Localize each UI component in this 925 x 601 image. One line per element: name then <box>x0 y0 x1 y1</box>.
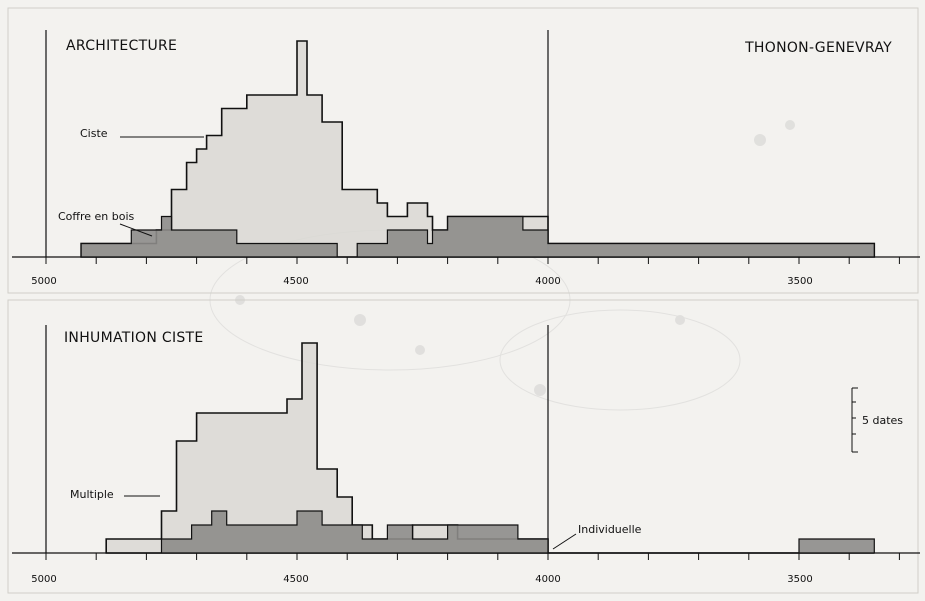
tick-label-4000: 4000 <box>535 574 560 585</box>
tick-label-4000: 4000 <box>535 276 560 287</box>
scale-bar-label: 5 dates <box>862 414 903 427</box>
chart-architecture: ARCHITECTURE Ciste Coffre en bois 5000 4… <box>12 30 920 287</box>
tick-label-5000: 5000 <box>31 276 56 287</box>
panel-bottom-border <box>7 299 919 594</box>
chart-title: INHUMATION CISTE <box>64 330 204 346</box>
leader-coffre-en-bois <box>119 223 153 237</box>
background-ghost <box>209 120 795 411</box>
tick-label-3500: 3500 <box>787 276 812 287</box>
chart-inhumation-ciste: INHUMATION CISTE Multiple Individuelle 5… <box>12 325 920 585</box>
tick-label-4500: 4500 <box>283 574 308 585</box>
leader-individuelle <box>552 533 577 550</box>
series-label-coffre-en-bois: Coffre en bois <box>58 210 135 223</box>
x-ticks <box>45 257 900 264</box>
series-label-ciste: Ciste <box>80 127 108 140</box>
series-coffre-en-bois <box>80 215 875 258</box>
scale-bar: 5 dates <box>851 387 903 453</box>
series-label-individuelle: Individuelle <box>578 523 642 536</box>
chart-title: ARCHITECTURE <box>66 38 177 54</box>
series-individuelle <box>106 510 875 554</box>
series-label-multiple: Multiple <box>70 488 114 501</box>
site-label: THONON-GENEVRAY <box>744 40 892 56</box>
tick-label-5000: 5000 <box>31 574 56 585</box>
series-layers <box>105 342 875 554</box>
panel-top-border <box>7 7 919 294</box>
tick-label-3500: 3500 <box>787 574 812 585</box>
series-layers <box>80 40 876 258</box>
x-ticks <box>45 553 900 560</box>
tick-label-4500: 4500 <box>283 276 308 287</box>
